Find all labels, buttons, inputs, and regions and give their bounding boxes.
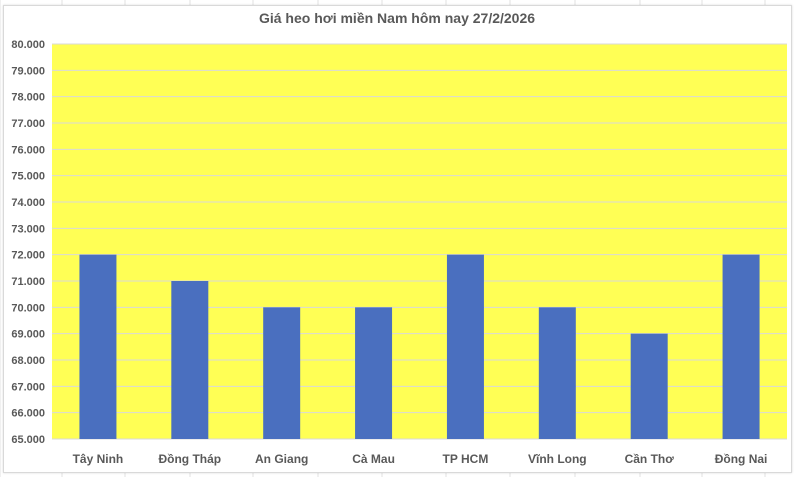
chart-area[interactable]: Giá heo hơi miền Nam hôm nay 27/2/2026 6… [3, 5, 792, 473]
x-tick-label: An Giang [255, 452, 308, 466]
x-tick-label: TP HCM [443, 452, 489, 466]
bar-1[interactable] [171, 281, 209, 439]
bar-4[interactable] [446, 254, 484, 439]
x-tick-label: Đồng Nai [715, 452, 768, 466]
x-tick-label: Cà Mau [352, 452, 395, 466]
y-tick-label: 66.000 [11, 408, 45, 420]
bar-5[interactable] [538, 307, 576, 439]
bar-3[interactable] [355, 307, 393, 439]
x-tick-label: Cần Thơ [625, 452, 675, 466]
y-tick-label: 74.000 [11, 197, 45, 209]
y-tick-label: 77.000 [11, 118, 45, 130]
x-tick-label: Tây Ninh [73, 452, 124, 466]
y-tick-label: 72.000 [11, 250, 45, 262]
y-tick-label: 78.000 [11, 92, 45, 104]
y-tick-label: 73.000 [11, 223, 45, 235]
y-tick-label: 67.000 [11, 381, 45, 393]
y-tick-label: 69.000 [11, 329, 45, 341]
plot-background [52, 44, 787, 439]
bar-6[interactable] [630, 333, 668, 439]
x-tick-label: Đồng Tháp [158, 452, 221, 466]
y-tick-label: 76.000 [11, 144, 45, 156]
y-tick-label: 68.000 [11, 355, 45, 367]
bar-0[interactable] [79, 254, 117, 439]
chart-title: Giá heo hơi miền Nam hôm nay 27/2/2026 [259, 10, 535, 26]
plot-area: 65.000 66.000 67.000 68.000 69.000 70.000 71.0… [11, 39, 787, 466]
x-tick-label: Vĩnh Long [528, 452, 587, 466]
y-tick-label: 80.000 [11, 39, 45, 51]
y-tick-label: 79.000 [11, 65, 45, 77]
y-tick-label: 75.000 [11, 171, 45, 183]
y-tick-label: 71.000 [11, 276, 45, 288]
y-tick-label: 65.000 [11, 434, 45, 446]
bar-7[interactable] [722, 254, 760, 439]
y-tick-label: 70.000 [11, 302, 45, 314]
bar-chart: Giá heo hơi miền Nam hôm nay 27/2/2026 6… [11, 10, 787, 466]
bar-2[interactable] [263, 307, 301, 439]
